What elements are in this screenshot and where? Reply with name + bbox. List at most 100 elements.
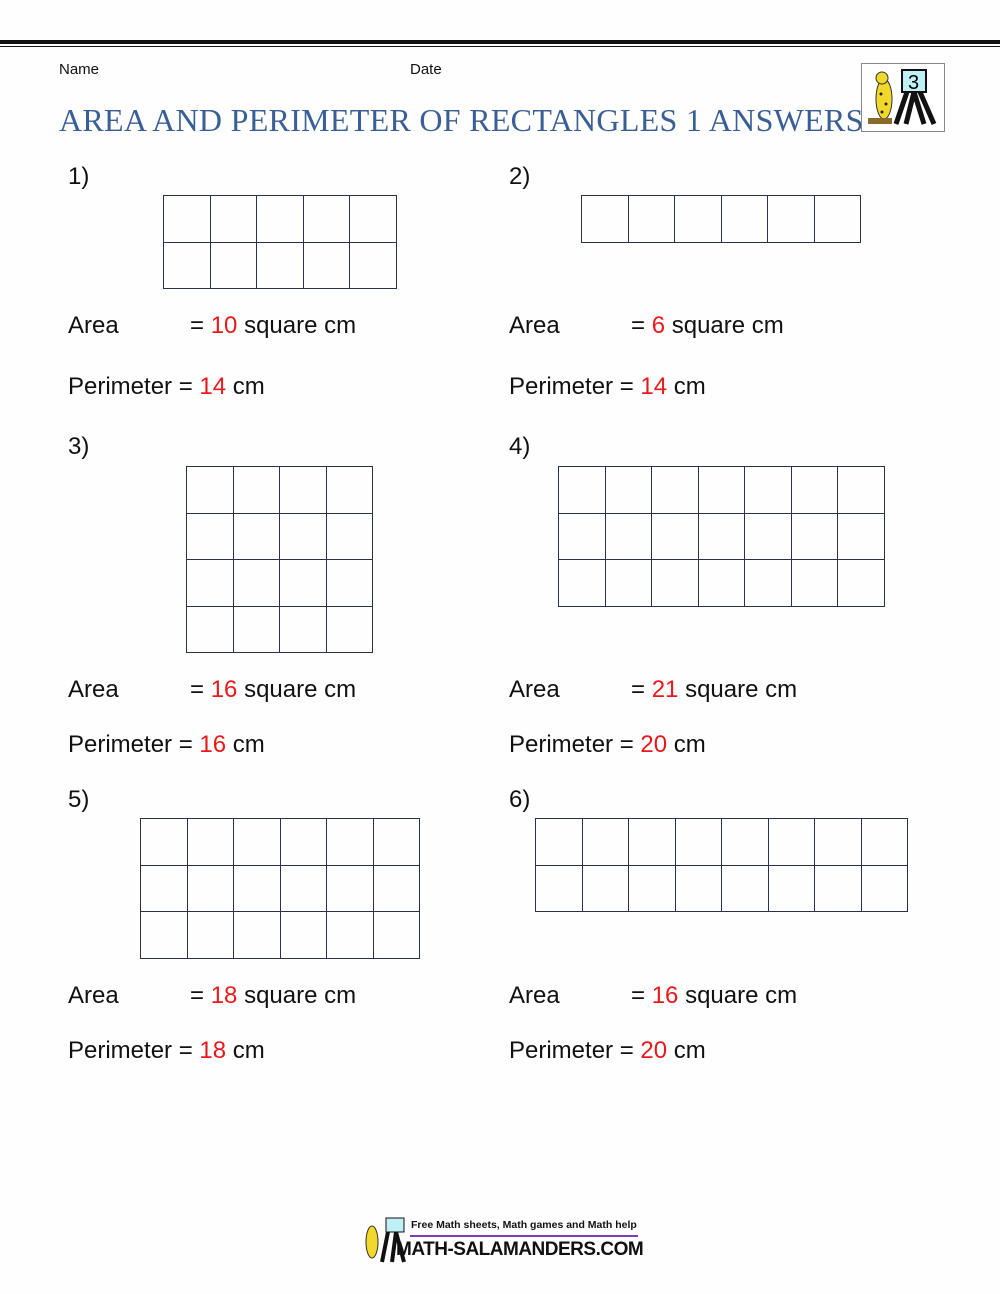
grid-square bbox=[210, 196, 257, 243]
grid-square bbox=[280, 467, 327, 514]
area-unit: square cm bbox=[244, 676, 357, 703]
equals: = bbox=[631, 312, 646, 339]
grid-square bbox=[722, 819, 769, 866]
equals: = bbox=[190, 312, 205, 339]
grid-square bbox=[721, 196, 768, 243]
grid-square bbox=[815, 865, 862, 912]
grid-square bbox=[698, 467, 745, 514]
grid-square bbox=[187, 513, 234, 560]
grid-square bbox=[187, 467, 234, 514]
grid-square bbox=[327, 912, 374, 959]
equals: = bbox=[631, 676, 646, 703]
area-line: Area = 16 square cm bbox=[68, 676, 356, 704]
grid-square bbox=[629, 865, 676, 912]
grid-square bbox=[768, 819, 815, 866]
area-line: Area = 6 square cm bbox=[509, 312, 784, 340]
perimeter-answer: 20 bbox=[640, 731, 668, 758]
perimeter-label: Perimeter bbox=[68, 1037, 173, 1064]
area-answer: 21 bbox=[651, 676, 679, 703]
grid-square bbox=[536, 819, 583, 866]
area-answer: 16 bbox=[210, 676, 238, 703]
grid-square bbox=[605, 513, 652, 560]
equals: = bbox=[178, 373, 193, 400]
grid-square bbox=[164, 242, 211, 289]
grid-square bbox=[605, 467, 652, 514]
area-unit: square cm bbox=[685, 982, 798, 1009]
grid-square bbox=[280, 606, 327, 653]
problem-number: 2) bbox=[509, 163, 531, 190]
area-label: Area bbox=[509, 312, 560, 339]
grid-square bbox=[582, 819, 629, 866]
grid-square bbox=[210, 242, 257, 289]
grid-square bbox=[629, 819, 676, 866]
grid-square bbox=[326, 560, 373, 607]
perimeter-label: Perimeter bbox=[509, 1037, 614, 1064]
grid-square bbox=[257, 242, 304, 289]
area-label: Area bbox=[509, 982, 560, 1009]
perimeter-line: Perimeter = 16 cm bbox=[68, 731, 265, 759]
logo-number: 3 bbox=[908, 72, 919, 94]
area-line: Area = 18 square cm bbox=[68, 982, 356, 1010]
perimeter-line: Perimeter = 14 cm bbox=[68, 373, 265, 401]
grid-square bbox=[745, 560, 792, 607]
name-label: Name bbox=[59, 61, 100, 78]
grid-square bbox=[675, 865, 722, 912]
rectangle-grid bbox=[186, 466, 373, 653]
grid-square bbox=[628, 196, 675, 243]
grid-square bbox=[605, 560, 652, 607]
area-line: Area = 21 square cm bbox=[509, 676, 797, 704]
perimeter-unit: cm bbox=[232, 373, 265, 400]
grid-square bbox=[233, 467, 280, 514]
grid-square bbox=[280, 912, 327, 959]
area-unit: square cm bbox=[671, 312, 784, 339]
perimeter-line: Perimeter = 18 cm bbox=[68, 1037, 265, 1065]
perimeter-answer: 14 bbox=[199, 373, 227, 400]
area-unit: square cm bbox=[244, 312, 357, 339]
grid-square bbox=[234, 819, 281, 866]
perimeter-line: Perimeter = 14 cm bbox=[509, 373, 706, 401]
grid-square bbox=[233, 606, 280, 653]
grid-square bbox=[698, 513, 745, 560]
equals: = bbox=[190, 982, 205, 1009]
perimeter-label: Perimeter bbox=[509, 373, 614, 400]
grid-square bbox=[373, 819, 420, 866]
perimeter-answer: 14 bbox=[640, 373, 668, 400]
grid-square bbox=[791, 467, 838, 514]
equals: = bbox=[619, 373, 634, 400]
grid-square bbox=[559, 467, 606, 514]
perimeter-unit: cm bbox=[232, 731, 265, 758]
perimeter-line: Perimeter = 20 cm bbox=[509, 1037, 706, 1065]
grid-square bbox=[815, 819, 862, 866]
grid-square bbox=[303, 242, 350, 289]
header-rule-thin bbox=[0, 46, 1000, 47]
perimeter-label: Perimeter bbox=[68, 731, 173, 758]
equals: = bbox=[619, 1037, 634, 1064]
grid-square bbox=[652, 513, 699, 560]
grid-square bbox=[141, 912, 188, 959]
problem-number: 1) bbox=[68, 163, 90, 190]
grid-square bbox=[838, 513, 885, 560]
grid-square bbox=[745, 513, 792, 560]
grid-square bbox=[326, 606, 373, 653]
equals: = bbox=[631, 982, 646, 1009]
perimeter-unit: cm bbox=[232, 1037, 265, 1064]
area-line: Area = 16 square cm bbox=[509, 982, 797, 1010]
grid-square bbox=[838, 467, 885, 514]
perimeter-unit: cm bbox=[673, 1037, 706, 1064]
grid-square bbox=[350, 196, 397, 243]
problem-number: 6) bbox=[509, 786, 531, 813]
grid-square bbox=[141, 865, 188, 912]
grid-square bbox=[326, 513, 373, 560]
grid-square bbox=[350, 242, 397, 289]
grid-square bbox=[791, 513, 838, 560]
grid-square bbox=[814, 196, 861, 243]
grid-square bbox=[187, 819, 234, 866]
grid-square bbox=[768, 196, 815, 243]
grid-square bbox=[280, 865, 327, 912]
equals: = bbox=[178, 1037, 193, 1064]
page-title: AREA AND PERIMETER OF RECTANGLES 1 ANSWE… bbox=[59, 102, 864, 138]
area-label: Area bbox=[68, 312, 119, 339]
grid-square bbox=[861, 865, 908, 912]
grid-square bbox=[722, 865, 769, 912]
